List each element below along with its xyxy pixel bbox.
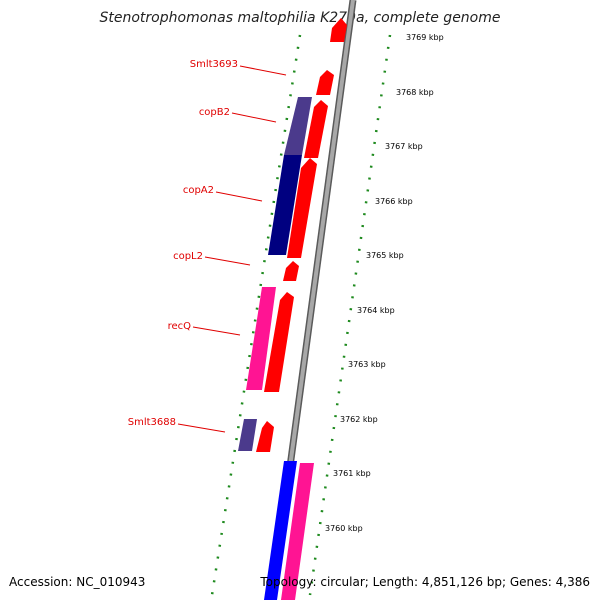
gene-block-magenta-bottom[interactable] xyxy=(281,463,314,600)
gene-arrow-recQ[interactable] xyxy=(264,292,294,392)
gene-label-copL2[interactable]: copL2 xyxy=(173,251,203,262)
gene-arrow-Smlt3688[interactable] xyxy=(256,421,274,452)
gene-label-copA2[interactable]: copA2 xyxy=(183,185,214,196)
gene-label-recQ[interactable]: recQ xyxy=(168,321,192,332)
kbp-label-3769: 3769 kbp xyxy=(406,33,444,42)
kbp-label-3763: 3763 kbp xyxy=(348,360,386,369)
gene-block-recQ[interactable] xyxy=(246,287,276,390)
kbp-label-3760: 3760 kbp xyxy=(325,524,363,533)
gene-arrow-copA2[interactable] xyxy=(287,158,317,258)
kbp-label-3765: 3765 kbp xyxy=(366,251,404,260)
gene-labels: Smlt3693 copB2 copA2 copL2 recQ Smlt3688 xyxy=(128,59,238,428)
gene-block-Smlt3688-reverse[interactable] xyxy=(238,419,257,451)
gene-label-Smlt3693[interactable]: Smlt3693 xyxy=(190,59,238,70)
accession-text: Accession: NC_010943 xyxy=(9,575,146,589)
gene-label-leaders xyxy=(177,65,287,433)
gene-arrow-top[interactable] xyxy=(330,18,347,42)
topology-text: Topology: circular; Length: 4,851,126 bp… xyxy=(260,575,590,589)
kbp-label-3768: 3768 kbp xyxy=(396,88,434,97)
gene-arrow-copL2[interactable] xyxy=(283,261,299,281)
gene-block-copB2-reverse[interactable] xyxy=(284,97,312,155)
gene-block-blue[interactable] xyxy=(264,461,297,600)
kbp-label-3761: 3761 kbp xyxy=(333,469,371,478)
map-title: Stenotrophomonas maltophilia K279a, comp… xyxy=(99,10,501,26)
gene-label-copB2[interactable]: copB2 xyxy=(199,107,230,118)
gene-block-copA2-reverse[interactable] xyxy=(268,155,302,255)
gene-arrow-copB2[interactable] xyxy=(304,100,328,158)
kbp-label-3762: 3762 kbp xyxy=(340,415,378,424)
kbp-scale-labels: 3769 kbp 3768 kbp 3767 kbp 3766 kbp 3765… xyxy=(325,33,444,533)
kbp-label-3766: 3766 kbp xyxy=(375,197,413,206)
kbp-label-3764: 3764 kbp xyxy=(357,306,395,315)
gene-label-Smlt3688[interactable]: Smlt3688 xyxy=(128,417,176,428)
kbp-label-3767: 3767 kbp xyxy=(385,142,423,151)
gene-arrow-Smlt3693[interactable] xyxy=(316,70,334,95)
